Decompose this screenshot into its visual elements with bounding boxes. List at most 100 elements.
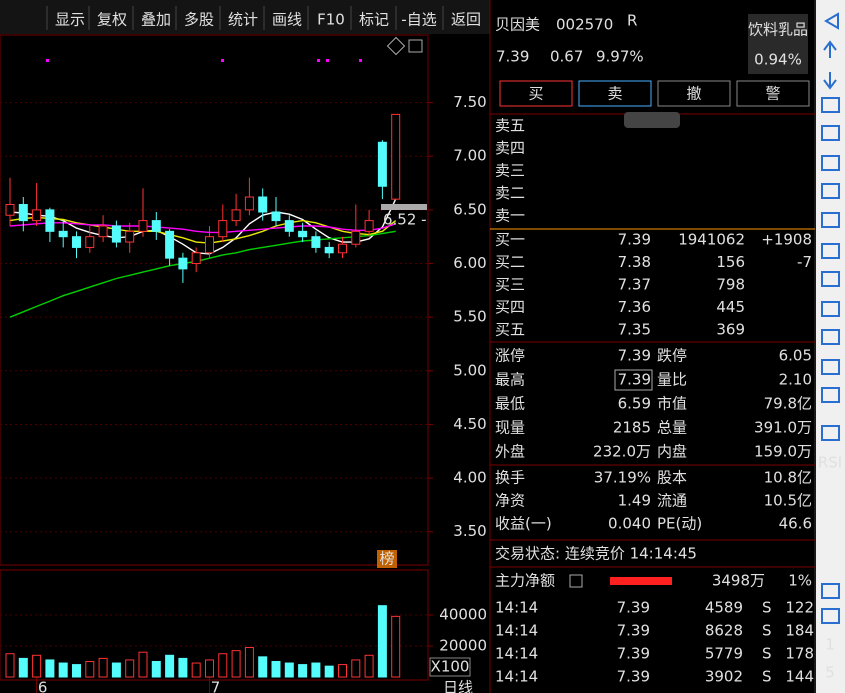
trade-button[interactable] [657,80,731,107]
candle-body [324,246,334,254]
toolbar-button[interactable]: 复权 [97,11,127,29]
markers [46,59,362,62]
trade-cell: 14:14 [495,599,538,617]
ask-label: 卖五 [495,117,525,135]
stat-label: 量比 [657,371,687,389]
candle-body [351,230,361,245]
trade-cell: 14:14 [495,645,538,663]
collapse-tab[interactable] [624,112,680,128]
volume-bar [111,662,121,678]
volume-bar [32,654,42,678]
stat-value: 6.59 [618,395,651,413]
sidebar-label[interactable]: 5 [825,664,835,682]
ma-line [9,230,396,318]
trade-button[interactable] [736,80,810,107]
sector: 饮料乳品 [748,21,808,39]
stat-value: 10.8亿 [764,469,812,487]
volume-bar [364,654,374,678]
toolbar-button[interactable]: 叠加 [141,11,171,29]
bid-volume: 1941062 [678,231,745,249]
toolbar-button[interactable]: 统计 [228,11,258,29]
badge[interactable]: 榜 [379,550,394,568]
stat-value: 7.39 [618,347,651,365]
candle-body [218,220,228,238]
toolbar-button[interactable]: 返回 [451,11,481,29]
trade-button[interactable] [578,80,652,107]
change: 0.67 [550,48,583,66]
stat-value: 7.39 [618,371,651,389]
candle-body [377,141,387,187]
trade-button-label[interactable]: 买 [528,85,543,103]
sidebar-label[interactable]: 1 [825,636,835,654]
y-tick-label: 6.50 [453,200,486,218]
trade-cell: 4589 [705,599,743,617]
bid-delta: +1908 [761,231,812,249]
volume-bar [244,647,254,678]
volume-bar [231,650,241,678]
sidebar-label[interactable]: RSI [818,454,842,472]
toolbar-button[interactable]: 显示 [55,11,85,29]
trade-button-label[interactable]: 撤 [686,85,701,103]
volume-bar [377,605,387,678]
stat-label: PE(动) [657,515,702,533]
stat-label: 总量 [657,419,687,437]
stat-value: 37.19% [594,469,651,487]
y-tick-label: 5.50 [453,308,486,326]
sidebar-icons[interactable] [821,12,840,624]
bid-volume: 369 [716,321,745,339]
volume-bar [165,654,175,678]
stat-label: 现量 [495,419,525,437]
trade-button[interactable] [499,80,573,107]
stat-label: 股本 [657,469,687,487]
y-tick-label: 4.50 [453,415,486,433]
sector-pct: 0.94% [754,51,802,69]
trade-status: 交易状态: 连续竞价 14:14:45 [495,545,697,563]
vol-unit: X100 [431,658,470,676]
trade-cell: 122 [785,599,814,617]
vol-tick-label: 20000 [439,636,487,654]
toolbar-button[interactable]: 画线 [272,11,302,29]
ma-line [9,222,396,234]
period-label: 日线 [443,679,473,693]
stat-value: 1.49 [618,492,651,510]
candle-body [258,196,268,213]
volume-bar [191,662,201,678]
toolbar-button[interactable]: 标记 [359,11,389,29]
icon[interactable] [386,36,406,56]
candle-body [364,220,374,232]
stat-value: 232.0万 [593,443,651,461]
volume-bar [311,662,321,678]
price-marker-bg [381,204,427,210]
trade-button-label[interactable]: 卖 [607,85,622,103]
trade-cell: 14:14 [495,668,538,686]
candle-body [72,236,81,248]
y-tick-label: 7.50 [453,93,486,111]
trade-button-label[interactable]: 警 [765,85,780,103]
bid-label: 买四 [495,298,525,316]
candle-body [151,220,161,232]
stat-label: 外盘 [495,443,525,461]
bid-volume: 156 [716,253,745,271]
unit-box [429,657,471,677]
trade-cell: 3902 [705,668,743,686]
bid-volume: 445 [716,298,745,316]
stat-value: 391.0万 [754,419,812,437]
toolbar-button[interactable]: F10 [317,11,345,29]
candle-body [5,204,15,216]
toolbar-button[interactable]: 多股 [184,11,214,29]
icon[interactable] [408,39,423,53]
ask-label: 卖二 [495,184,525,202]
candle-body [244,196,254,211]
trade-cell: 7.39 [617,668,650,686]
x-tick-label: 6 [38,679,48,693]
trade-cell: 7.39 [617,645,650,663]
volume-bar [178,657,188,678]
candle-body [45,209,55,232]
price: 7.39 [496,48,529,66]
candle-body [205,236,214,254]
flow-bar [610,577,672,585]
toolbar-button[interactable]: -自选 [401,11,436,29]
stat-label: 涨停 [495,347,525,365]
